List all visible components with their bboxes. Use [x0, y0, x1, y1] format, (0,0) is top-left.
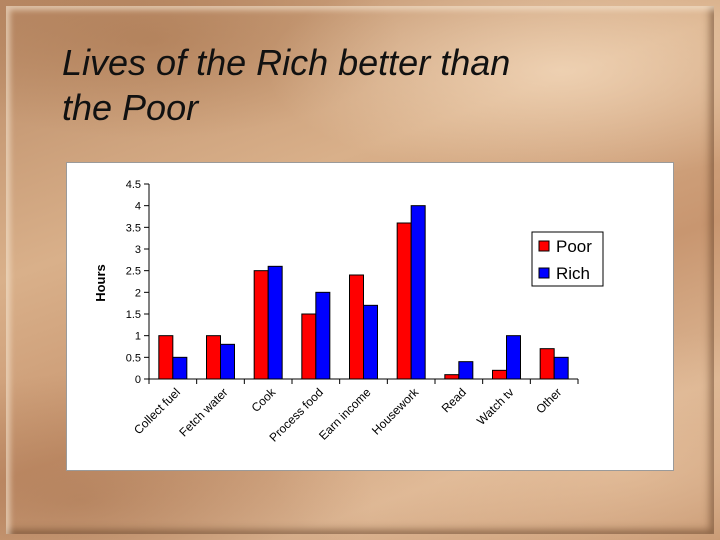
y-tick-label: 3.5: [126, 222, 141, 234]
bar-rich-collect-fuel: [172, 356, 188, 380]
y-tick-label: 0: [135, 374, 141, 386]
x-category-label: Watch tv: [474, 385, 517, 428]
x-category-label: Collect fuel: [131, 385, 183, 437]
bars: [158, 205, 569, 380]
bar-poor-collect-fuel: [158, 335, 174, 380]
bar-poor-read: [444, 374, 460, 380]
bar-poor-cook: [253, 270, 269, 380]
bar-rich-housework: [410, 205, 426, 380]
y-tick-label: 1: [135, 331, 141, 343]
bar-poor-watch-tv: [492, 369, 507, 380]
x-category-label: Cook: [249, 385, 279, 415]
legend-label-poor: Poor: [556, 237, 592, 256]
bar-chart: Hours 0 0.5 1 1.5 2 2.5 3 3.5 4 4.5 Collect fuelF…: [93, 179, 604, 445]
legend: Poor Rich: [531, 231, 604, 287]
chart-container: Hours 0 0.5 1 1.5 2 2.5 3 3.5 4 4.5 Collect fuel F…: [66, 162, 674, 471]
legend-label-rich: Rich: [556, 264, 590, 283]
y-tick-label: 2.5: [126, 266, 141, 278]
y-tick-label: 2: [135, 287, 141, 299]
slide-title-line-1: Lives of the Rich better than: [62, 42, 511, 83]
bar-rich-earn-income: [363, 304, 378, 380]
x-category-label: Housework: [369, 385, 422, 438]
axes: [148, 184, 579, 384]
legend-swatch-rich: [538, 267, 550, 279]
bar-rich-other: [553, 356, 569, 380]
y-axis-ticks: 0 0.5 1 1.5 2 2.5 3 3.5 4 4.5: [126, 179, 149, 386]
x-category-label: Fetch water: [176, 385, 230, 439]
slide-title: Lives of the Rich better than the Poor: [62, 40, 682, 130]
bar-rich-read: [458, 361, 474, 380]
y-tick-label: 0.5: [126, 352, 141, 364]
x-category-label: Earn income: [316, 385, 374, 443]
y-tick-label: 4: [135, 201, 141, 213]
y-axis-label: Hours: [93, 264, 108, 302]
bar-poor-other: [539, 348, 555, 380]
bar-poor-fetch-water: [206, 335, 221, 380]
x-category-label: Other: [533, 385, 564, 416]
bar-poor-earn-income: [349, 274, 364, 380]
bar-rich-process-food: [315, 291, 331, 380]
bar-rich-cook: [267, 265, 283, 380]
y-tick-label: 3: [135, 244, 141, 256]
slide-title-line-2: the Poor: [62, 87, 199, 128]
bar-poor-process-food: [301, 313, 317, 380]
bar-rich-watch-tv: [506, 335, 521, 380]
bar-rich-fetch-water: [220, 343, 235, 380]
bar-poor-housework: [396, 222, 412, 380]
y-tick-label: 4.5: [126, 179, 141, 191]
y-tick-label: 1.5: [126, 309, 141, 321]
legend-swatch-poor: [538, 240, 550, 252]
x-category-label: Read: [439, 385, 469, 415]
